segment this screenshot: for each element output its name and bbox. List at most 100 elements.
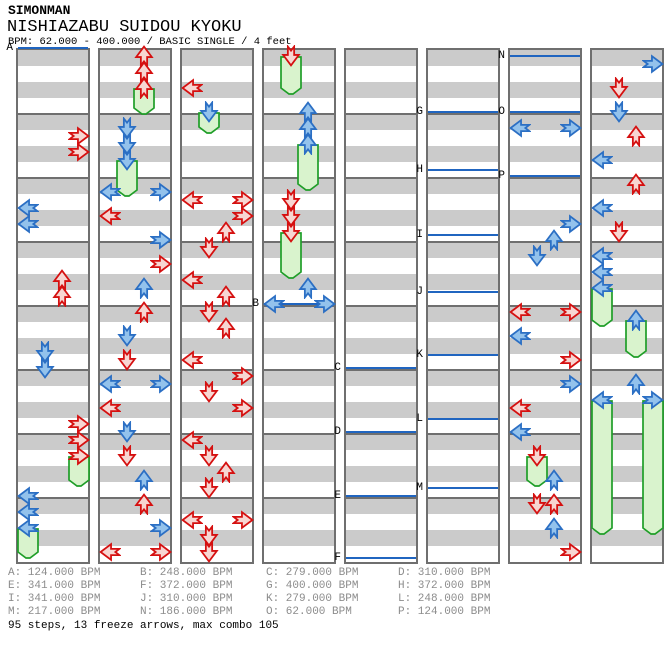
legend-entry: F: 372.000 BPM (140, 580, 233, 592)
legend-entry: N: 186.000 BPM (140, 606, 233, 618)
left-arrow-icon (17, 518, 39, 538)
measure-separator (182, 369, 252, 371)
measure-separator (18, 177, 88, 179)
up-arrow-icon (216, 461, 236, 483)
song-title: NISHIAZABU SUIDOU KYOKU (7, 18, 242, 37)
up-arrow-icon (298, 133, 318, 155)
down-arrow-icon (199, 381, 219, 403)
legend-entry: A: 124.000 BPM (8, 567, 101, 579)
left-arrow-icon (509, 326, 531, 346)
left-arrow-icon (181, 510, 203, 530)
right-arrow-icon (68, 446, 90, 466)
up-arrow-icon (216, 317, 236, 339)
up-arrow-icon (298, 277, 318, 299)
legend-entry: E: 341.000 BPM (8, 580, 101, 592)
measure-separator (264, 113, 334, 115)
bpm-change-line (18, 47, 88, 49)
measure-separator (100, 241, 170, 243)
right-arrow-icon (314, 294, 336, 314)
down-arrow-icon (281, 205, 301, 227)
left-arrow-icon (509, 398, 531, 418)
bpm-change-line (510, 111, 580, 113)
down-arrow-icon (199, 301, 219, 323)
left-arrow-icon (181, 350, 203, 370)
down-arrow-icon (117, 133, 137, 155)
measure-separator (264, 369, 334, 371)
right-arrow-icon (232, 510, 254, 530)
measure-separator (100, 369, 170, 371)
measure-separator (182, 305, 252, 307)
up-arrow-icon (544, 229, 564, 251)
bpm-change-line (428, 354, 498, 356)
down-arrow-icon (281, 221, 301, 243)
bpm-change-label: H (416, 164, 423, 176)
bpm-change-label: E (334, 490, 341, 502)
bpm-change-label: K (416, 349, 423, 361)
bpm-change-line (346, 431, 416, 433)
right-arrow-icon (560, 350, 582, 370)
down-arrow-icon (117, 325, 137, 347)
down-arrow-icon (609, 101, 629, 123)
bpm-change-line (428, 169, 498, 171)
measure-separator (346, 113, 416, 115)
bpm-change-line (510, 55, 580, 57)
measure-separator (100, 113, 170, 115)
measure-separator (346, 433, 416, 435)
freeze-tail (280, 232, 302, 279)
measure-separator (510, 497, 580, 499)
up-arrow-icon (626, 173, 646, 195)
measure-separator (100, 433, 170, 435)
bpm-change-label: A (6, 42, 13, 54)
right-arrow-icon (642, 390, 664, 410)
bpm-change-line (428, 418, 498, 420)
measure-separator (592, 241, 662, 243)
bpm-change-line (346, 495, 416, 497)
down-arrow-icon (199, 477, 219, 499)
measure-separator (592, 113, 662, 115)
freeze-tail (133, 88, 155, 115)
left-arrow-icon (263, 294, 285, 314)
left-arrow-icon (591, 150, 613, 170)
measure-separator (18, 369, 88, 371)
left-arrow-icon (509, 302, 531, 322)
down-arrow-icon (35, 341, 55, 363)
right-arrow-icon (560, 118, 582, 138)
up-arrow-icon (134, 493, 154, 515)
up-arrow-icon (52, 285, 72, 307)
down-arrow-icon (199, 445, 219, 467)
down-arrow-icon (199, 237, 219, 259)
right-arrow-icon (150, 182, 172, 202)
bpm-change-label: L (416, 413, 423, 425)
down-arrow-icon (609, 77, 629, 99)
measure-separator (510, 113, 580, 115)
down-arrow-icon (527, 493, 547, 515)
bpm-change-label: B (252, 298, 259, 310)
measure-separator (428, 241, 498, 243)
down-arrow-icon (117, 445, 137, 467)
up-arrow-icon (626, 125, 646, 147)
measure-separator (346, 497, 416, 499)
freeze-tail (526, 456, 548, 487)
measure-separator (592, 369, 662, 371)
left-arrow-icon (591, 246, 613, 266)
measure-separator (264, 305, 334, 307)
measure-separator (592, 305, 662, 307)
bpm-change-label: D (334, 426, 341, 438)
freeze-tail (17, 528, 39, 559)
right-arrow-icon (232, 206, 254, 226)
right-arrow-icon (232, 398, 254, 418)
freeze-tail (591, 400, 613, 535)
left-arrow-icon (17, 502, 39, 522)
measure-separator (182, 177, 252, 179)
bpm-change-label: C (334, 362, 341, 374)
freeze-tail (280, 56, 302, 95)
measure-separator (510, 305, 580, 307)
legend-entry: O: 62.000 BPM (266, 606, 352, 618)
up-arrow-icon (216, 221, 236, 243)
freeze-tail (591, 288, 613, 327)
bpm-change-label: F (334, 552, 341, 564)
bpm-change-line (428, 487, 498, 489)
bpm-change-line (510, 175, 580, 177)
left-arrow-icon (99, 206, 121, 226)
chart-column (180, 48, 254, 564)
